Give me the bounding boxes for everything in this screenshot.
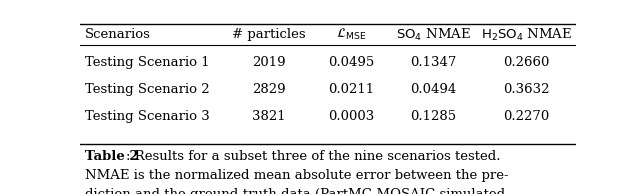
Text: 0.0211: 0.0211 xyxy=(328,83,374,96)
Text: Testing Scenario 1: Testing Scenario 1 xyxy=(85,56,209,69)
Text: Testing Scenario 2: Testing Scenario 2 xyxy=(85,83,209,96)
Text: $\mathcal{L}_{\mathrm{MSE}}$: $\mathcal{L}_{\mathrm{MSE}}$ xyxy=(336,27,366,42)
Text: 0.3632: 0.3632 xyxy=(503,83,550,96)
Text: 0.2660: 0.2660 xyxy=(503,56,550,69)
Text: # particles: # particles xyxy=(232,28,306,41)
Text: $\mathrm{SO}_4$ NMAE: $\mathrm{SO}_4$ NMAE xyxy=(396,26,471,42)
Text: Scenarios: Scenarios xyxy=(85,28,151,41)
Text: Testing Scenario 3: Testing Scenario 3 xyxy=(85,110,210,123)
Text: NMAE is the normalized mean absolute error between the pre-: NMAE is the normalized mean absolute err… xyxy=(85,169,509,182)
Text: : Results for a subset three of the nine scenarios tested.: : Results for a subset three of the nine… xyxy=(125,150,500,163)
Text: 2829: 2829 xyxy=(252,83,286,96)
Text: 3821: 3821 xyxy=(252,110,286,123)
Text: 0.0494: 0.0494 xyxy=(410,83,456,96)
Text: 0.1347: 0.1347 xyxy=(410,56,456,69)
Text: diction and the ground-truth data (PartMC-MOSAIC simulated: diction and the ground-truth data (PartM… xyxy=(85,188,505,194)
Text: 0.1285: 0.1285 xyxy=(410,110,456,123)
Text: 0.0495: 0.0495 xyxy=(328,56,374,69)
Text: 2019: 2019 xyxy=(252,56,286,69)
Text: 0.2270: 0.2270 xyxy=(503,110,550,123)
Text: $\mathrm{H_2SO_4}$ NMAE: $\mathrm{H_2SO_4}$ NMAE xyxy=(481,26,572,42)
Text: 0.0003: 0.0003 xyxy=(328,110,374,123)
Text: Table 2: Table 2 xyxy=(85,150,139,163)
